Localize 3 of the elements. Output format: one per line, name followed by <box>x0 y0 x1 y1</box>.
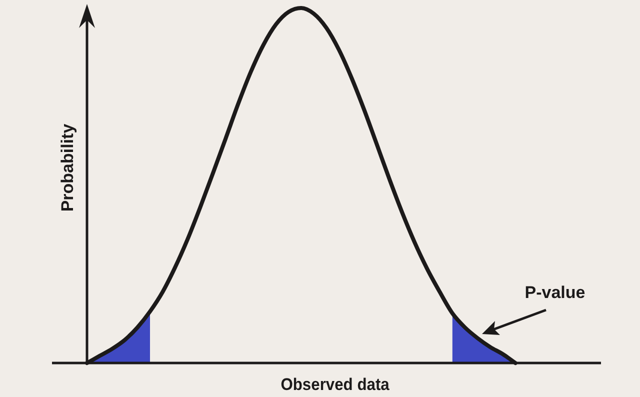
y-axis-title: Probability <box>58 123 77 212</box>
x-axis-title: Observed data <box>280 375 390 394</box>
annotation: P-value <box>524 283 586 302</box>
